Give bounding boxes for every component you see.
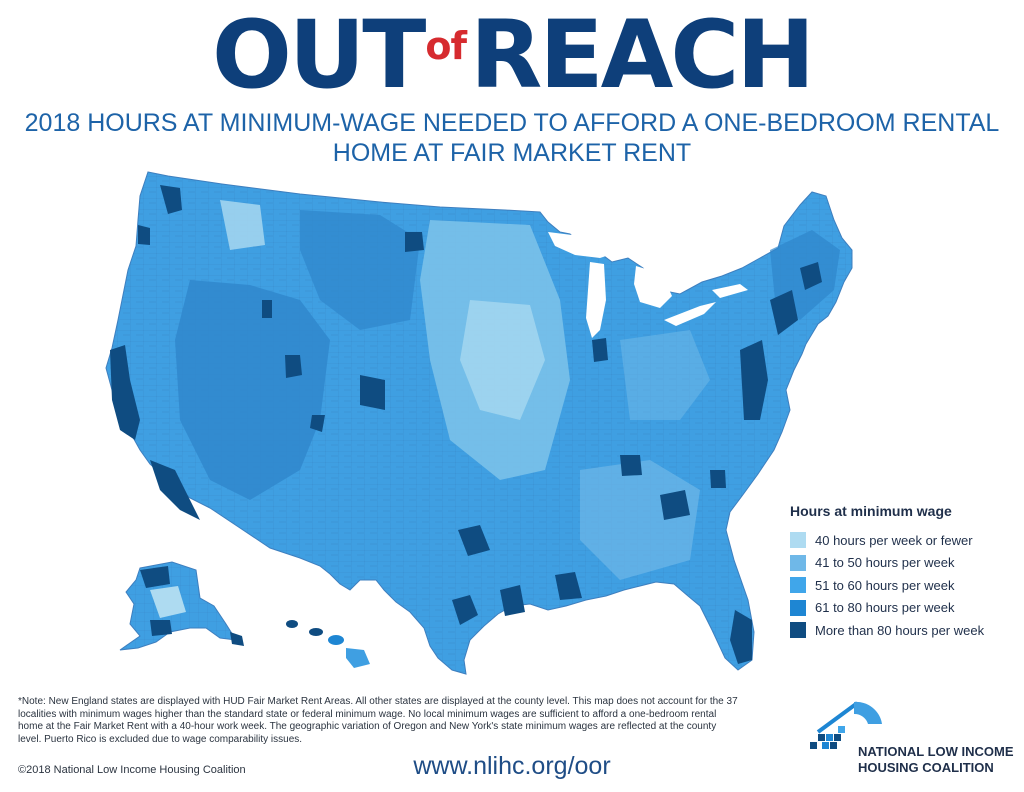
alaska-interior bbox=[150, 586, 186, 618]
cluster-seattle bbox=[160, 185, 182, 214]
cluster-chicago bbox=[592, 338, 608, 362]
title-reach: REACH bbox=[470, 1, 815, 110]
hawaii-kauai bbox=[286, 620, 298, 628]
title-of: of bbox=[425, 24, 467, 68]
cluster-miami bbox=[730, 610, 752, 664]
cluster-colorado bbox=[310, 415, 325, 432]
montana-light bbox=[220, 200, 265, 250]
cluster-boston bbox=[800, 262, 822, 290]
cluster-charlotte bbox=[710, 470, 726, 488]
lake-michigan bbox=[586, 262, 606, 338]
legend-swatch bbox=[790, 554, 806, 571]
legend-swatch bbox=[790, 622, 806, 639]
logo-line-2: HOUSING COALITION bbox=[858, 760, 994, 775]
legend-item: 61 to 80 hours per week bbox=[790, 597, 1020, 620]
hawaii-maui bbox=[328, 635, 344, 645]
subtitle-line-1: 2018 HOURS AT MINIMUM-WAGE NEEDED TO AFF… bbox=[24, 109, 1000, 137]
cluster-dallas bbox=[458, 525, 490, 556]
legend-label: 40 hours per week or fewer bbox=[815, 532, 973, 548]
appalachia-mid bbox=[620, 330, 710, 420]
subtitle: 2018 HOURS AT MINIMUM-WAGE NEEDED TO AFF… bbox=[0, 108, 1024, 168]
cluster-bay-area bbox=[110, 345, 140, 440]
hawaii-islands bbox=[286, 620, 370, 668]
cluster-portland bbox=[138, 225, 150, 245]
mountain-region bbox=[300, 210, 420, 330]
legend-label: More than 80 hours per week bbox=[815, 622, 985, 638]
title-out: OUT bbox=[212, 1, 426, 110]
cluster-nyc bbox=[770, 290, 798, 335]
lake-ontario bbox=[712, 284, 748, 298]
lake-erie bbox=[664, 302, 716, 326]
western-region bbox=[175, 280, 330, 500]
cluster-los-angeles bbox=[150, 460, 200, 520]
cluster-salt-lake bbox=[285, 355, 302, 378]
cluster-austin bbox=[452, 595, 478, 625]
legend-item: 41 to 50 hours per week bbox=[790, 552, 1020, 575]
legend-label: 41 to 50 hours per week bbox=[815, 555, 955, 571]
legend-label: 51 to 60 hours per week bbox=[815, 577, 955, 593]
legend: Hours at minimum wage 40 hours per week … bbox=[790, 503, 1020, 642]
high-cost-areas bbox=[110, 185, 822, 664]
alaska-juneau bbox=[230, 632, 244, 646]
legend-swatch bbox=[790, 577, 806, 594]
website-link[interactable]: www.nlihc.org/oor bbox=[413, 752, 611, 780]
subtitle-line-2: HOME AT FAIR MARKET RENT bbox=[332, 139, 692, 167]
copyright: ©2018 National Low Income Housing Coalit… bbox=[18, 764, 246, 776]
cluster-new-orleans bbox=[555, 572, 582, 600]
logo-line-1: NATIONAL LOW INCOME bbox=[858, 744, 1014, 759]
alaska-north-slope bbox=[140, 566, 170, 588]
legend-title: Hours at minimum wage bbox=[790, 503, 952, 519]
legend-swatch bbox=[790, 532, 806, 549]
legend-item: More than 80 hours per week bbox=[790, 619, 1020, 642]
hawaii-oahu bbox=[309, 628, 323, 636]
cluster-denver bbox=[360, 375, 385, 410]
lake-superior bbox=[548, 232, 618, 258]
nlihc-logo: NATIONAL LOW INCOME HOUSING COALITION bbox=[808, 694, 1018, 784]
logo-text: NATIONAL LOW INCOME HOUSING COALITION bbox=[858, 744, 1014, 776]
legend-item: 51 to 60 hours per week bbox=[790, 574, 1020, 597]
cluster-houston bbox=[500, 585, 525, 616]
cluster-atlanta bbox=[660, 490, 690, 520]
southeast-mid bbox=[580, 460, 700, 580]
main-title: OUTofREACH bbox=[0, 6, 1024, 106]
cluster-nashville bbox=[620, 455, 642, 476]
lake-huron bbox=[634, 266, 672, 308]
house-icon bbox=[810, 701, 882, 749]
plains-lightest bbox=[460, 300, 545, 420]
cluster-north-dakota bbox=[405, 232, 424, 252]
footnote: *Note: New England states are displayed … bbox=[18, 696, 738, 745]
cluster-dc-baltimore bbox=[740, 340, 768, 420]
hawaii-big-island bbox=[346, 648, 370, 668]
legend-label: 61 to 80 hours per week bbox=[815, 600, 955, 616]
cluster-idaho bbox=[262, 300, 272, 318]
alaska-anchorage bbox=[150, 620, 172, 636]
legend-item: 40 hours per week or fewer bbox=[790, 529, 1020, 552]
legend-swatch bbox=[790, 599, 806, 616]
